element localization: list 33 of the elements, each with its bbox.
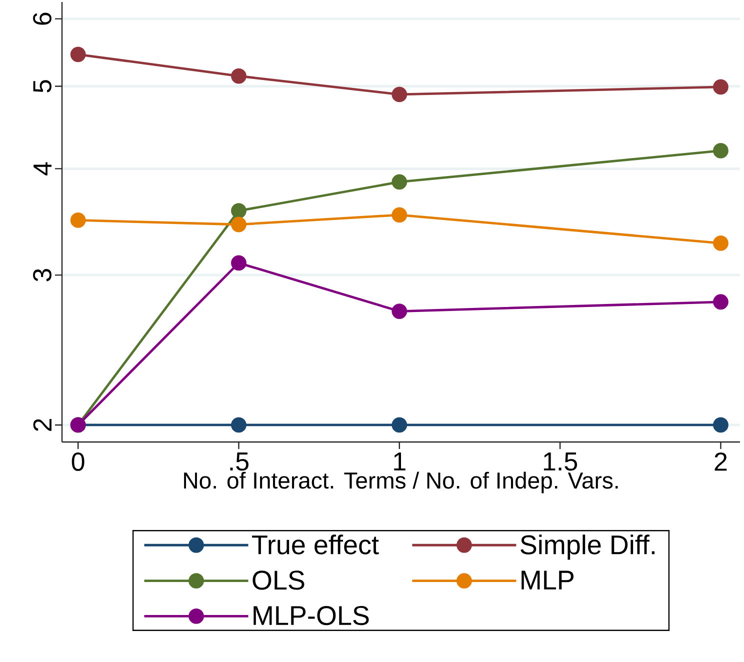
x-tick-label: 2 — [714, 452, 727, 471]
x-axis-title: No. of Interact. Terms / No. of Indep. Vars. — [184, 472, 618, 494]
legend-label: OLS — [252, 570, 304, 590]
y-tick-label: 4 — [34, 162, 52, 176]
point — [392, 174, 408, 190]
point — [70, 212, 86, 228]
legend-label: MLP — [522, 570, 574, 590]
legend-label: Simple Diff. — [520, 534, 654, 560]
y-tick-label: 6 — [33, 12, 52, 25]
point — [231, 255, 246, 271]
point — [392, 417, 408, 433]
point — [713, 79, 728, 95]
point — [713, 417, 728, 433]
x-tick-label: 1.5 — [544, 452, 578, 471]
point — [231, 417, 246, 433]
point — [392, 86, 408, 102]
y-tick-label: 2 — [33, 419, 52, 431]
point — [392, 304, 408, 319]
point — [713, 236, 728, 251]
point — [70, 46, 86, 62]
point — [231, 68, 246, 84]
point — [231, 203, 246, 218]
point — [713, 142, 728, 158]
legend-label: True effect — [252, 534, 379, 554]
x-tick-label: 0 — [72, 452, 84, 471]
y-tick-label: 5 — [33, 80, 52, 92]
x-tick-label: .5 — [230, 452, 248, 471]
legend-label: MLP-OLS — [254, 606, 369, 626]
point — [392, 207, 408, 223]
point — [231, 216, 246, 232]
point — [713, 294, 728, 310]
x-tick-label: 1 — [394, 452, 406, 470]
y-tick-label: 3 — [33, 268, 52, 282]
